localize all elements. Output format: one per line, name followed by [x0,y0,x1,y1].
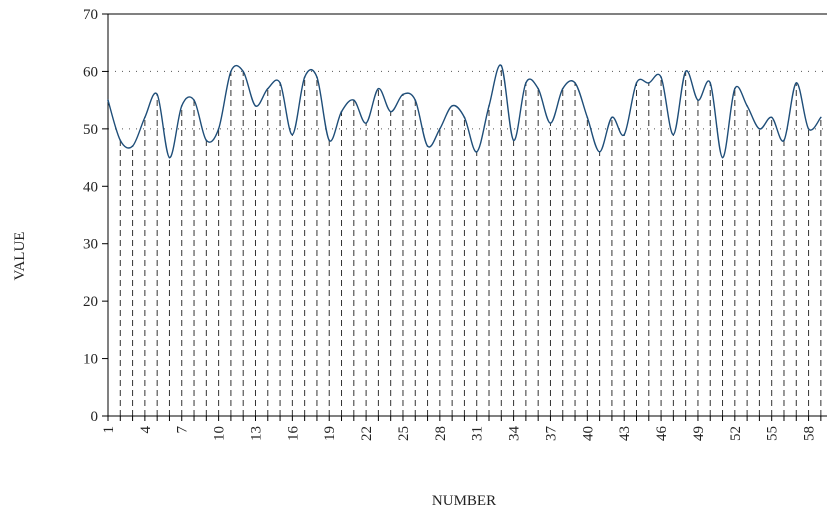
data-point [709,82,712,84]
data-point [770,116,773,119]
x-axis-ticks: 1 4 7 10 13 16 19 22 25 28 31 34 37 40 43 46 49 52 55 58 [101,416,822,442]
data-point [131,145,134,147]
y-tick-label: 50 [83,122,98,138]
y-tick-label: 20 [83,294,98,310]
data-point [328,139,331,142]
data-point [230,70,232,73]
data-points [107,64,822,159]
y-axis-ticks: 0 10 20 30 40 50 60 70 [83,7,108,425]
data-point [377,87,380,90]
data-point [389,110,392,113]
drop-lines [107,65,822,416]
data-point [414,99,417,101]
x-tick-label: 10 [212,426,228,441]
x-tick-label: 55 [765,426,781,441]
x-tick-label: 28 [433,426,449,441]
data-point [561,87,564,90]
data-point [635,82,638,84]
data-point [623,133,626,136]
data-point [549,122,552,124]
data-point [463,116,466,119]
data-point [697,99,699,101]
x-tick-label: 16 [285,426,301,442]
data-point [279,82,281,84]
x-tick-label: 43 [617,426,633,441]
x-tick-label: 4 [138,426,154,434]
data-point [820,116,822,119]
y-tick-label: 70 [83,7,98,23]
data-point [574,82,576,84]
data-point [488,105,490,107]
x-tick-label: 31 [470,426,486,441]
data-point [672,133,675,136]
y-tick-label: 0 [91,409,99,425]
data-point [647,82,650,84]
data-point [807,128,810,130]
data-point [525,82,527,84]
data-point [684,70,687,73]
x-axis-title: NUMBER [432,493,496,509]
x-tick-label: 22 [359,426,375,441]
data-point [193,99,195,101]
x-tick-label: 7 [175,426,191,434]
data-point [426,145,429,147]
data-point [500,64,503,67]
data-point [180,105,183,107]
x-tick-label: 13 [248,426,264,441]
x-tick-label: 58 [802,426,818,441]
x-tick-label: 46 [654,426,670,442]
data-point [340,110,343,113]
x-tick-label: 49 [691,426,707,441]
x-tick-label: 34 [507,426,523,442]
data-point [795,82,798,84]
data-point [205,139,208,142]
data-point [758,128,761,130]
data-point [402,93,404,96]
y-tick-label: 60 [83,64,98,80]
data-point [168,156,171,159]
data-point [144,116,146,119]
y-tick-label: 40 [83,179,98,195]
data-point [303,76,306,78]
y-tick-label: 10 [83,352,98,368]
data-point [512,139,515,142]
data-point [266,87,269,90]
x-tick-label: 52 [728,426,744,441]
data-point [475,151,478,153]
x-tick-label: 40 [580,426,596,441]
x-tick-label: 1 [101,426,117,434]
y-axis-title: VALUE [12,232,28,281]
data-point [217,128,220,130]
data-point [439,128,441,130]
data-point [119,139,122,142]
x-tick-label: 37 [543,426,559,442]
x-tick-label: 19 [322,426,338,441]
data-point [365,122,367,124]
data-point [242,70,244,73]
data-point [746,105,748,107]
data-point [660,76,662,78]
data-point [734,87,736,90]
data-point [783,139,785,142]
data-point [598,151,601,153]
data-point [353,99,355,101]
data-point [316,76,318,78]
data-point [156,93,158,96]
plot-frame [107,13,827,417]
y-tick-label: 30 [83,237,98,253]
series-line [107,64,822,159]
data-point [586,116,589,119]
data-point [611,116,613,119]
reference-lines [108,70,827,130]
data-point [291,133,294,136]
x-tick-label: 25 [396,426,412,441]
data-point [451,105,453,107]
data-point [107,99,109,101]
data-point [254,105,257,107]
data-point [537,87,539,90]
data-point [721,156,724,159]
